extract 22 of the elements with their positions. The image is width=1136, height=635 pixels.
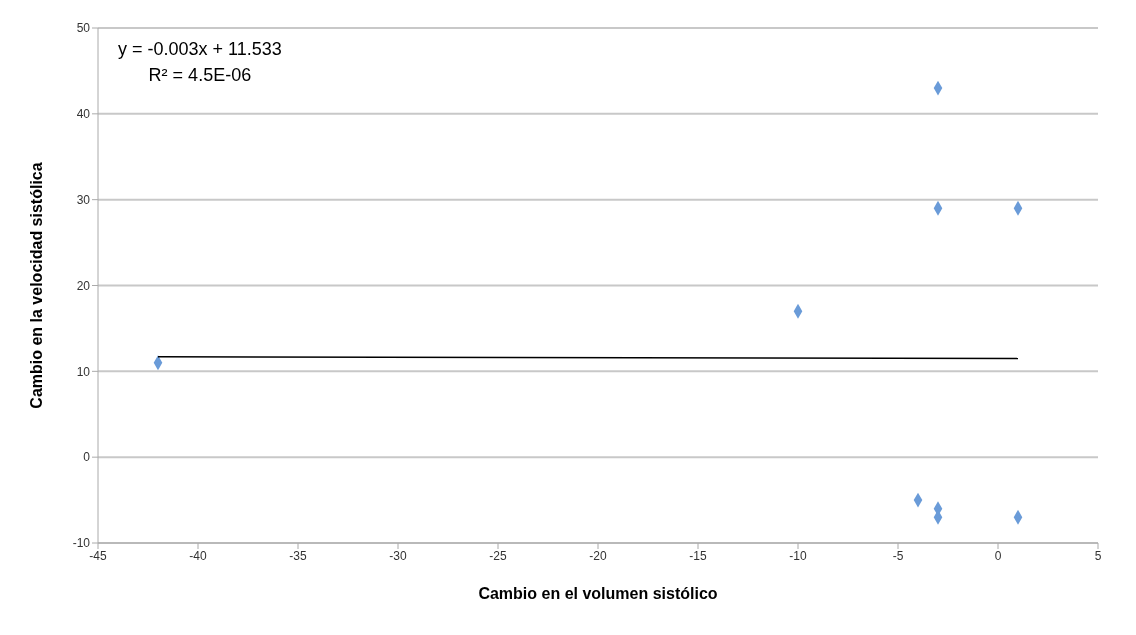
x-tick-label: -40 xyxy=(189,548,207,563)
x-axis-title: Cambio en el volumen sistólico xyxy=(478,585,718,602)
x-tick-label: -30 xyxy=(389,548,407,563)
y-tick-label: 10 xyxy=(76,364,91,379)
x-tick-label: -25 xyxy=(489,548,507,563)
x-tick-label: -5 xyxy=(892,548,904,563)
y-tick-label: 30 xyxy=(76,192,91,207)
y-tick-label: 40 xyxy=(76,107,91,122)
x-tick-label: 5 xyxy=(1094,548,1102,563)
y-tick-label: 20 xyxy=(76,278,91,293)
y-tick-label: 50 xyxy=(76,21,91,36)
x-tick-label: -15 xyxy=(689,548,707,563)
y-axis-title: Cambio en la velocidad sistólica xyxy=(27,162,45,409)
x-tick-label: -35 xyxy=(289,548,307,563)
y-tick-label: 0 xyxy=(83,450,91,465)
annotation: y = -0.003x + 11.533 xyxy=(118,38,282,61)
x-tick-label: 0 xyxy=(994,548,1002,563)
x-tick-label: -10 xyxy=(789,548,807,563)
x-tick-label: -45 xyxy=(89,548,107,563)
y-tick-label: -10 xyxy=(72,536,91,551)
x-tick-label: -20 xyxy=(589,548,607,563)
annotation: R² = 4.5E-06 xyxy=(147,64,253,87)
